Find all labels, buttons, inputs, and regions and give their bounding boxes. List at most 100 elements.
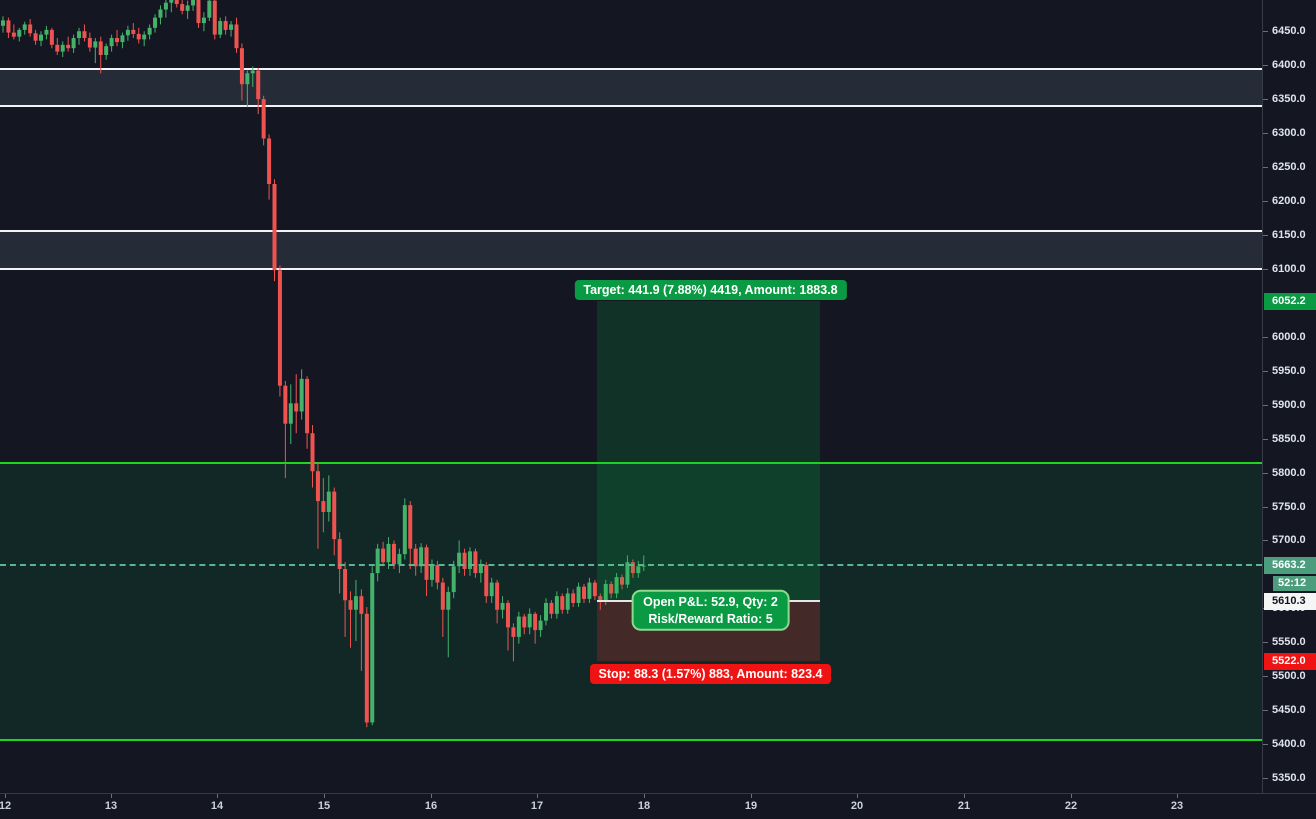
candle-body — [614, 577, 619, 594]
price-tick-mark — [1263, 268, 1268, 270]
candle-body — [136, 33, 141, 40]
candle-body — [250, 70, 255, 74]
candle-body — [603, 583, 608, 601]
candle-body — [267, 138, 272, 185]
candle-body — [288, 403, 293, 424]
candle-body — [505, 602, 510, 628]
candle-body — [446, 592, 451, 610]
time-axis[interactable]: 12 13 14 15 16 17 18 19 20 21 22 23 — [0, 793, 1316, 819]
time-tick-label: 13 — [104, 800, 118, 812]
price-tick-label: 5700.0 — [1272, 534, 1306, 547]
price-tick-mark — [1263, 540, 1268, 542]
resistance-band[interactable] — [0, 67, 1262, 107]
candle-body — [391, 543, 396, 565]
candle-body — [6, 20, 11, 33]
price-tick-label: 5550.0 — [1272, 636, 1306, 649]
candle-body — [353, 596, 358, 610]
candle-body — [294, 403, 299, 412]
candle-body — [180, 4, 185, 11]
price-tick-mark — [1263, 133, 1268, 135]
target-price-badge: 6052.2 — [1264, 292, 1316, 310]
candle-body — [315, 471, 320, 502]
candle-body — [125, 29, 130, 36]
candle-body — [451, 566, 456, 593]
price-tick-mark — [1263, 744, 1268, 746]
candle-body — [625, 562, 630, 585]
candle-body — [277, 270, 282, 386]
stop-price-badge: 5522.0 — [1264, 652, 1316, 670]
candle-body — [533, 613, 538, 631]
time-tick-label: 14 — [210, 800, 224, 812]
candle-body — [163, 2, 168, 10]
price-tick-label: 6300.0 — [1272, 127, 1306, 140]
candle-body — [131, 29, 136, 34]
candle-body — [93, 41, 98, 48]
price-tick-label: 6350.0 — [1272, 93, 1306, 106]
candle-body — [429, 564, 434, 580]
candle-body — [592, 582, 597, 597]
candle-body — [77, 31, 82, 39]
candle-body — [223, 21, 228, 30]
time-tick-label: 23 — [1170, 800, 1184, 812]
time-tick-label: 18 — [637, 800, 651, 812]
candle-body — [39, 34, 44, 41]
time-tick-mark — [644, 794, 645, 798]
candle-body — [370, 573, 375, 723]
candle-body — [375, 548, 380, 574]
candle-body — [500, 602, 505, 610]
open-pnl-line1: Open P&L: 52.9, Qty: 2 — [643, 595, 778, 610]
candle-body — [527, 613, 532, 628]
candle-body — [419, 547, 424, 567]
position-target-box[interactable] — [597, 301, 820, 602]
price-tick-label: 5400.0 — [1272, 738, 1306, 751]
candle-body — [147, 27, 152, 35]
candle-body — [348, 600, 353, 610]
candle-body — [609, 583, 614, 594]
candle-body — [321, 501, 326, 512]
chart-pane[interactable]: Target: 441.9 (7.88%) 4419, Amount: 1883… — [0, 0, 1262, 793]
candle-body — [326, 491, 331, 512]
candle-body — [630, 562, 635, 574]
price-tick-mark — [1263, 370, 1268, 372]
candle-body — [489, 582, 494, 597]
candle-body — [82, 31, 87, 39]
candle-body — [153, 17, 158, 28]
candle-body — [158, 9, 163, 18]
price-tick-label: 5850.0 — [1272, 432, 1306, 445]
candle-body — [332, 491, 337, 540]
resistance-band[interactable] — [0, 229, 1262, 271]
candle-body — [245, 73, 250, 85]
candle-body — [364, 613, 369, 723]
price-tick-label: 6100.0 — [1272, 262, 1306, 275]
candle-body — [467, 551, 472, 570]
time-tick-mark — [5, 794, 6, 798]
price-tick-mark — [1263, 676, 1268, 678]
open-pnl-label[interactable]: Open P&L: 52.9, Qty: 2 Risk/Reward Ratio… — [631, 590, 790, 631]
price-tick-label: 5750.0 — [1272, 500, 1306, 513]
candle-body — [549, 602, 554, 614]
stop-label[interactable]: Stop: 88.3 (1.57%) 883, Amount: 823.4 — [589, 664, 832, 685]
price-tick-label: 6200.0 — [1272, 194, 1306, 207]
target-label[interactable]: Target: 441.9 (7.88%) 4419, Amount: 1883… — [574, 280, 847, 301]
price-tick-label: 6150.0 — [1272, 228, 1306, 241]
candle-body — [272, 184, 277, 271]
candle-body — [185, 5, 190, 11]
candle-body — [511, 627, 516, 637]
candle-body — [142, 34, 147, 40]
candle-body — [484, 564, 489, 597]
price-tick-label: 6000.0 — [1272, 330, 1306, 343]
candle-body — [174, 0, 179, 5]
price-tick-label: 6400.0 — [1272, 59, 1306, 72]
price-tick-mark — [1263, 642, 1268, 644]
time-tick-label: 20 — [850, 800, 864, 812]
candle-body — [560, 596, 565, 610]
candle-body — [22, 24, 27, 30]
candle-body — [636, 566, 641, 574]
candles-layer[interactable] — [0, 0, 1262, 793]
price-axis[interactable]: 6450.0 6400.0 6350.0 6300.0 6250.0 6200.0 6150… — [1262, 0, 1316, 793]
candle-body — [337, 539, 342, 570]
price-tick-label: 5950.0 — [1272, 364, 1306, 377]
candle-body — [201, 17, 206, 24]
candle-body — [462, 552, 467, 570]
price-tick-mark — [1263, 200, 1268, 202]
